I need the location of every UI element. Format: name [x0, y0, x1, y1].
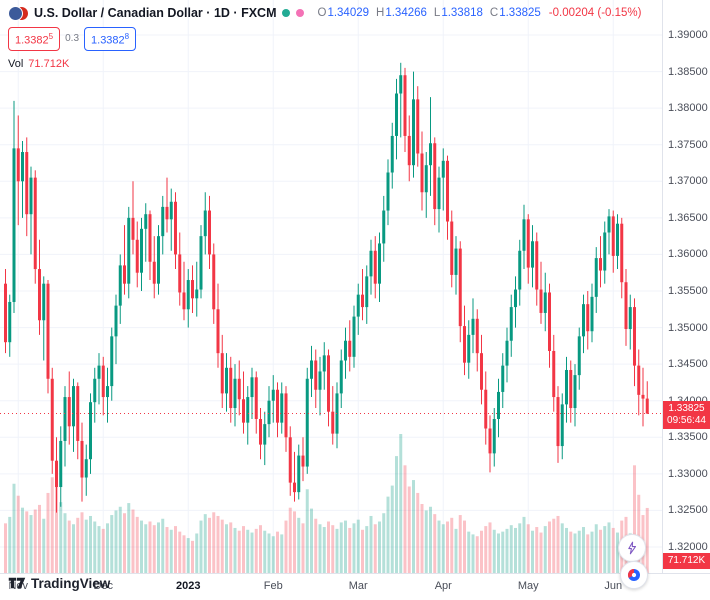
ask-sup-digit: 8 [124, 32, 130, 41]
price-tick-label: 1.36000 [668, 248, 708, 261]
volume-value: 71.712K [28, 57, 70, 70]
close-value: 1.33825 [499, 7, 541, 19]
ohlc-readout: O 1.34029 H 1.34266 L 1.33818 C 1.33825 -0.0… [310, 7, 641, 19]
last-price-value: 1.33825 [668, 402, 705, 414]
grid-layer [0, 0, 662, 574]
price-tick-label: 1.33500 [668, 431, 708, 444]
tradingview-logo[interactable]: TradingView [8, 574, 110, 592]
volume-layer [4, 434, 649, 574]
exchange-name: FXCM [241, 6, 277, 20]
time-tick-label: May [517, 580, 539, 592]
chart-legend: U.S. Dollar / Canadian Dollar · 1D · FXC… [8, 6, 641, 70]
market-status-icon[interactable] [282, 9, 291, 17]
high-label: H [376, 7, 385, 19]
high-value: 1.34266 [385, 7, 427, 19]
price-axis[interactable]: 1.39000 1.38500 1.38000 1.37500 1.37000 1.365… [662, 0, 710, 574]
ask-value: 1.3382 [91, 34, 125, 47]
bid-price-button[interactable]: 1.33825 [8, 27, 61, 51]
volume-label: Vol [8, 57, 24, 70]
price-tick-label: 1.39000 [668, 29, 708, 41]
time-tick-label: Dec [93, 580, 114, 592]
bid-sup-digit: 5 [48, 32, 54, 41]
tradingview-logo-text: TradingView [31, 575, 111, 591]
low-value: 1.33818 [441, 7, 483, 19]
price-tick-label: 1.34500 [668, 358, 708, 371]
price-tick-label: 1.38500 [668, 65, 708, 78]
time-tick-label: Apr [434, 580, 452, 592]
candles-layer [4, 62, 649, 513]
time-tick-label: 2023 [176, 580, 201, 592]
symbol-title[interactable]: U.S. Dollar / Canadian Dollar · 1D · FXC… [34, 6, 276, 20]
price-tick-label: 1.35000 [668, 321, 708, 334]
open-value: 1.34029 [327, 7, 370, 19]
time-tick-label: Feb [263, 580, 283, 592]
time-axis[interactable]: Nov Dec 2023 Feb Mar Apr May Jun [0, 573, 710, 600]
close-label: C [489, 7, 499, 19]
time-tick-label: Mar [348, 580, 368, 592]
change-value: -0.00204 (-0.15%) [548, 7, 642, 19]
low-label: L [433, 7, 441, 19]
ask-price-button[interactable]: 1.33828 [84, 27, 137, 51]
separator-dot: · [206, 6, 211, 20]
broker-icon [627, 569, 640, 581]
last-volume-badge: 71.712K [663, 553, 710, 569]
quick-menu-icon[interactable] [296, 9, 305, 17]
price-tick-label: 1.32500 [668, 504, 708, 517]
tradingview-logo-icon [8, 577, 26, 589]
price-tick-label: 1.36500 [668, 211, 708, 224]
last-price-badge: 1.33825 09:56:44 [663, 400, 710, 429]
price-tick-label: 1.35500 [668, 285, 708, 297]
interval-value: 1D [213, 6, 230, 20]
lightning-icon [628, 541, 637, 555]
spread-value: 0.3 [65, 33, 80, 45]
price-tick-label: 1.33000 [668, 467, 708, 480]
open-label: O [317, 7, 327, 19]
price-tick-label: 1.37500 [668, 138, 708, 151]
bid-value: 1.3382 [15, 34, 49, 47]
separator-dot: · [233, 6, 238, 20]
price-tick-label: 1.37000 [668, 175, 708, 188]
chart-canvas[interactable] [0, 0, 662, 574]
time-tick-label: Jun [604, 580, 623, 592]
bar-countdown: 09:56:44 [667, 414, 706, 426]
price-tick-label: 1.38000 [668, 102, 708, 115]
symbol-name: U.S. Dollar / Canadian Dollar [34, 6, 203, 20]
broker-trade-button[interactable] [620, 561, 648, 589]
lightning-button[interactable] [618, 534, 646, 562]
price-tick-label: 1.32000 [668, 541, 708, 553]
symbol-logo-icon [8, 6, 29, 21]
